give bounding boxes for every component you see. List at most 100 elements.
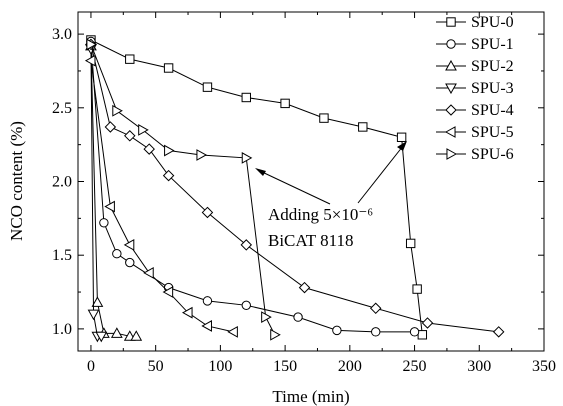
data-point xyxy=(358,122,368,132)
data-point xyxy=(87,309,100,321)
plot-area: 0 50 100 150 200 250 300 350 1.0 1.5 2.0 2.5 3.0 xyxy=(52,11,556,375)
data-point xyxy=(293,312,303,322)
data-point xyxy=(123,238,135,251)
data-point xyxy=(409,327,420,337)
data-point xyxy=(91,296,104,307)
data-point xyxy=(202,82,213,92)
data-point xyxy=(163,63,174,73)
data-point xyxy=(104,200,115,213)
data-point xyxy=(371,327,381,337)
legend-item-spu-0: SPU-0 xyxy=(436,14,514,31)
data-point xyxy=(319,113,329,123)
arrow-to-spu-0 xyxy=(357,145,404,204)
y-tick-label: 2.5 xyxy=(52,100,72,117)
series-spu-5 xyxy=(84,54,238,338)
x-tick-label: 250 xyxy=(403,358,427,375)
legend-label: SPU-6 xyxy=(471,146,514,163)
y-tick-label: 2.0 xyxy=(52,174,72,191)
annotation: Adding 5×10⁻⁶ BiCAT 8118 xyxy=(255,141,407,250)
y-tick-label: 1.5 xyxy=(52,247,72,264)
data-point xyxy=(130,330,143,341)
data-point xyxy=(298,281,311,294)
series-spu-3 xyxy=(85,44,108,343)
data-point xyxy=(201,206,214,219)
data-point xyxy=(124,130,136,142)
series-spu-6 xyxy=(86,38,281,341)
legend-item-spu-3: SPU-3 xyxy=(436,80,514,97)
y-axis-ticks: 1.0 1.5 2.0 2.5 3.0 xyxy=(52,26,544,338)
series-line-spu-1 xyxy=(90,41,415,333)
series-line-spu-5 xyxy=(90,60,234,333)
data-point xyxy=(280,98,290,109)
data-point xyxy=(104,121,117,133)
legend-marker xyxy=(446,148,458,160)
data-point xyxy=(241,152,253,164)
data-point xyxy=(369,302,382,315)
arrowhead-spu-6 xyxy=(255,168,266,176)
x-tick-label: 50 xyxy=(148,358,164,375)
data-point xyxy=(421,317,434,329)
legend-item-spu-1: SPU-1 xyxy=(436,36,514,53)
y-tick-label: 3.0 xyxy=(52,26,72,43)
x-tick-label: 100 xyxy=(208,358,232,375)
data-point xyxy=(196,149,208,161)
y-tick-label: 1.0 xyxy=(52,321,72,338)
legend-item-spu-6: SPU-6 xyxy=(436,146,514,163)
legend-item-spu-2: SPU-2 xyxy=(436,58,514,75)
series-line-spu-6 xyxy=(90,44,276,336)
data-point xyxy=(138,124,149,136)
data-point xyxy=(332,325,342,336)
data-point xyxy=(125,257,135,268)
series-layer xyxy=(84,35,505,343)
data-point xyxy=(110,327,123,338)
data-point xyxy=(241,300,251,311)
x-axis-ticks: 0 50 100 150 200 250 300 350 xyxy=(87,12,556,375)
series-spu-1 xyxy=(86,36,420,337)
data-point xyxy=(99,218,109,228)
legend-marker xyxy=(445,83,457,95)
data-point xyxy=(201,320,212,332)
data-point xyxy=(164,144,175,157)
legend-label: SPU-0 xyxy=(471,14,514,31)
legend: SPU-0 SPU-1 SPU-2 SPU-3 SPU-4 SPU-5 SPU-6 xyxy=(436,14,514,163)
x-tick-label: 350 xyxy=(532,358,556,375)
series-line-spu-2 xyxy=(90,45,137,337)
data-point xyxy=(125,54,135,64)
legend-item-spu-4: SPU-4 xyxy=(436,102,514,119)
x-axis-label: Time (min) xyxy=(272,387,349,406)
legend-marker xyxy=(445,104,457,116)
series-spu-4 xyxy=(85,38,505,338)
data-point xyxy=(227,325,238,338)
legend-marker xyxy=(444,126,456,138)
x-tick-label: 200 xyxy=(338,358,362,375)
y-axis-label: NCO content (%) xyxy=(7,121,26,241)
x-tick-label: 300 xyxy=(467,358,491,375)
data-point xyxy=(270,328,281,341)
data-point xyxy=(240,239,253,251)
data-point xyxy=(412,284,422,294)
data-point xyxy=(417,330,428,340)
data-point xyxy=(202,296,213,306)
legend-marker xyxy=(446,17,456,27)
data-point xyxy=(181,306,193,319)
legend-label: SPU-5 xyxy=(471,124,514,141)
data-point xyxy=(112,104,123,117)
data-point xyxy=(396,132,407,142)
legend-marker xyxy=(446,39,456,49)
legend-label: SPU-4 xyxy=(471,102,514,119)
arrowhead-spu-0 xyxy=(397,141,407,151)
data-point xyxy=(112,249,122,259)
data-point xyxy=(261,311,272,323)
data-point xyxy=(405,238,416,249)
annotation-line-1: Adding 5×10⁻⁶ xyxy=(268,205,373,224)
data-point xyxy=(162,169,175,182)
data-point xyxy=(162,286,174,298)
legend-item-spu-5: SPU-5 xyxy=(436,124,514,141)
series-line-spu-0 xyxy=(90,39,423,335)
legend-marker xyxy=(445,59,457,71)
x-tick-label: 150 xyxy=(273,358,297,375)
data-point xyxy=(84,54,96,67)
series-spu-0 xyxy=(86,35,428,340)
data-point xyxy=(143,143,155,155)
